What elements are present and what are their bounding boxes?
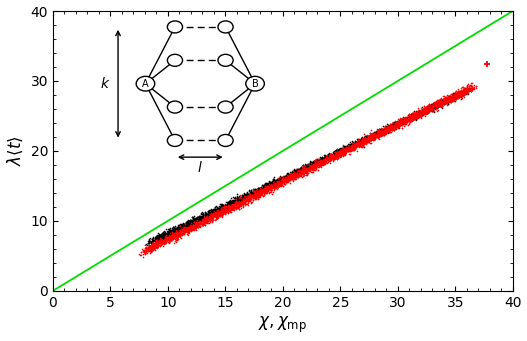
Y-axis label: $\lambda\langle t \rangle$: $\lambda\langle t \rangle$	[6, 136, 25, 166]
Circle shape	[246, 76, 265, 91]
Circle shape	[168, 21, 182, 33]
Circle shape	[168, 101, 182, 113]
Circle shape	[168, 54, 182, 66]
Text: $k$: $k$	[100, 76, 111, 91]
Circle shape	[136, 76, 155, 91]
Text: B: B	[252, 79, 258, 89]
Text: A: A	[142, 79, 149, 89]
Circle shape	[218, 54, 233, 66]
Circle shape	[218, 101, 233, 113]
X-axis label: $\chi, \chi_{\mathrm{mp}}$: $\chi, \chi_{\mathrm{mp}}$	[258, 315, 307, 336]
Circle shape	[218, 134, 233, 147]
Circle shape	[218, 21, 233, 33]
Circle shape	[168, 134, 182, 147]
Text: $l$: $l$	[198, 160, 203, 175]
